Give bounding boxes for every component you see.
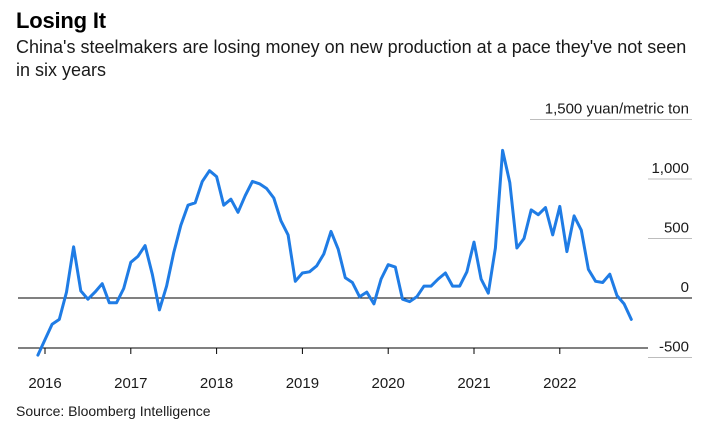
series-layer bbox=[36, 148, 633, 357]
x-tick-label: 2021 bbox=[457, 375, 490, 392]
y-tick-label: 500 bbox=[664, 220, 689, 237]
x-tick-label: 2019 bbox=[286, 375, 319, 392]
chart-subtitle: China's steelmakers are losing money on … bbox=[16, 37, 687, 80]
y-tick-label: 1,000 bbox=[651, 160, 689, 177]
x-axis: 2016 2017 2018 2019 2020 2021 2022 bbox=[18, 347, 648, 392]
y-tick-label: 0 bbox=[681, 279, 689, 296]
x-tick-label: 2020 bbox=[372, 375, 405, 392]
series-line bbox=[36, 148, 633, 357]
source-note: Source: Bloomberg Intelligence bbox=[16, 403, 211, 419]
y-tick-label: 1,500 yuan/metric ton bbox=[545, 101, 689, 118]
x-tick-label: 2018 bbox=[200, 375, 233, 392]
chart-title: Losing It bbox=[16, 8, 106, 33]
x-tick-label: 2017 bbox=[114, 375, 147, 392]
x-tick-label: 2022 bbox=[543, 375, 576, 392]
y-tick-label: -500 bbox=[659, 339, 689, 356]
y-axis: 1,500 yuan/metric ton 1,000 500 0 -500 bbox=[18, 101, 692, 358]
x-tick-label: 2016 bbox=[28, 375, 61, 392]
